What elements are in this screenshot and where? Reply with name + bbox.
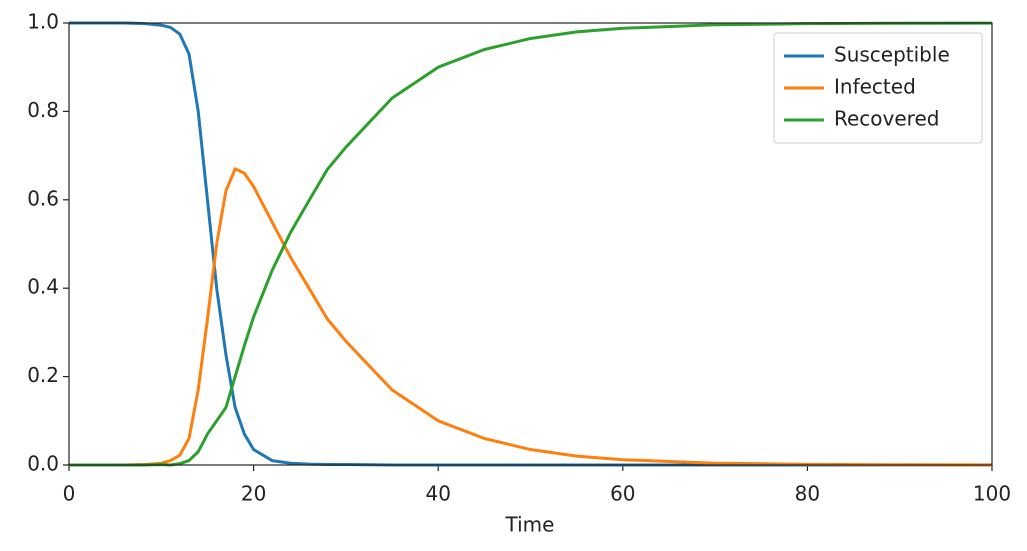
legend: Susceptible Infected Recovered [773, 32, 983, 144]
x-axis-label: Time [505, 513, 555, 537]
x-tick-label: 60 [610, 482, 635, 506]
legend-label: Infected [834, 75, 916, 99]
x-tick-label: 100 [973, 482, 1011, 506]
y-tick-label: 0.4 [27, 275, 59, 299]
legend-label: Recovered [834, 107, 939, 131]
y-tick-label: 0.2 [27, 363, 59, 387]
x-tick-label: 80 [795, 482, 820, 506]
plot-frame [68, 22, 993, 466]
y-tick-label: 1.0 [27, 10, 59, 34]
legend-box [773, 32, 983, 144]
x-tick-label: 40 [425, 482, 450, 506]
y-tick-label: 0.8 [27, 98, 59, 122]
legend-label: Susceptible [834, 43, 950, 67]
x-tick-label: 20 [241, 482, 266, 506]
y-tick-label: 0.0 [27, 452, 59, 476]
x-tick-label: 0 [63, 482, 76, 506]
y-tick-label: 0.6 [27, 186, 59, 210]
